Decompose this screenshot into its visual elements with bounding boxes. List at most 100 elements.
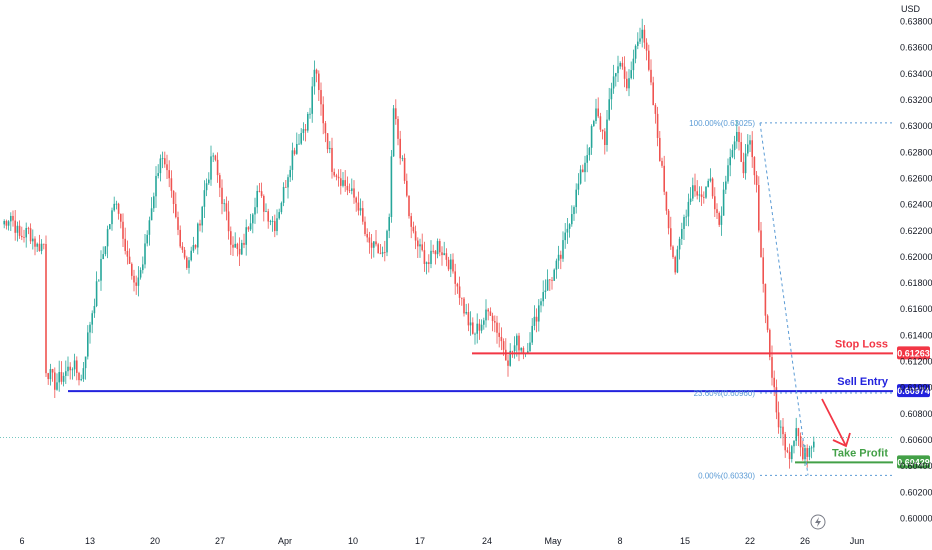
price-tick: 0.60200 <box>900 487 932 497</box>
candle-body <box>793 440 795 447</box>
candle-body <box>731 150 734 157</box>
candle-body <box>716 209 718 213</box>
candle-body <box>67 366 69 372</box>
candle-body <box>747 144 749 154</box>
candle-body <box>287 177 289 188</box>
candle-body <box>291 150 294 170</box>
candle-body <box>654 105 657 114</box>
candle-body <box>628 78 630 89</box>
candle-body <box>590 126 593 148</box>
candle-body <box>344 180 346 186</box>
candle-body <box>159 158 162 174</box>
candle-body <box>214 155 217 160</box>
candle-body <box>507 360 509 366</box>
candle-body <box>648 50 650 70</box>
candle-body <box>324 123 327 134</box>
candle-body <box>766 315 769 330</box>
candle-body <box>643 29 646 43</box>
candle-body <box>377 244 379 254</box>
candle-body <box>364 221 366 235</box>
candle-body <box>23 237 25 238</box>
candle-body <box>786 450 789 452</box>
candle-body <box>403 157 406 181</box>
candle-body <box>478 323 481 331</box>
candle-body <box>461 297 463 299</box>
candle-body <box>502 341 505 350</box>
price-tick: 0.60800 <box>900 409 932 419</box>
candle-body <box>98 280 100 282</box>
candle-body <box>736 131 738 142</box>
candle-body <box>483 320 485 325</box>
candle-body <box>311 86 313 114</box>
candle-body <box>274 221 276 232</box>
candle-body <box>619 62 621 67</box>
candle-body <box>678 238 681 250</box>
candle-body <box>38 243 41 251</box>
candle-body <box>595 108 597 121</box>
candle-body <box>496 322 498 333</box>
candle-body <box>720 215 723 225</box>
candle-body <box>586 155 588 163</box>
candle-body <box>351 188 353 191</box>
candle-body <box>447 259 450 270</box>
candle-body <box>593 120 595 127</box>
candle-body <box>315 69 318 74</box>
candle-body <box>714 196 716 210</box>
candle-body <box>425 262 428 264</box>
price-tick: 0.61400 <box>900 330 932 340</box>
price-tick: 0.61000 <box>900 383 932 393</box>
candle-body <box>302 129 305 134</box>
candle-body <box>161 158 164 160</box>
candle-body <box>452 259 454 272</box>
price-tick: 0.60000 <box>900 514 932 524</box>
candle-body <box>331 147 333 172</box>
candle-body <box>36 243 38 247</box>
candle-body <box>318 73 320 91</box>
candle-body <box>450 259 452 270</box>
price-tick: 0.62000 <box>900 252 932 262</box>
candle-body <box>58 372 60 383</box>
candle-body <box>509 350 511 366</box>
candle-body <box>707 180 709 187</box>
candle-body <box>722 189 725 216</box>
candle-body <box>696 191 698 196</box>
candle-body <box>641 29 643 39</box>
level-label: Take Profit <box>832 447 888 459</box>
candle-body <box>577 183 580 190</box>
candle-body <box>166 164 168 171</box>
candle-body <box>109 224 111 230</box>
candle-body <box>551 279 553 281</box>
candle-body <box>808 448 811 457</box>
candle-body <box>241 242 243 255</box>
time-tick: Jun <box>850 536 865 546</box>
candle-body <box>538 305 540 322</box>
candle-body <box>106 229 109 247</box>
candle-body <box>791 446 793 460</box>
candle-body <box>234 243 236 248</box>
candle-body <box>685 216 687 218</box>
price-tick: 0.60400 <box>900 461 932 471</box>
target-arrow-head <box>832 432 851 448</box>
candle-body <box>408 195 410 217</box>
candle-body <box>148 220 151 235</box>
candle-body <box>113 203 115 211</box>
candle-body <box>175 203 177 218</box>
candle-body <box>751 140 753 158</box>
candle-body <box>740 142 742 162</box>
candle-body <box>421 244 423 251</box>
price-tick: 0.62600 <box>900 173 932 183</box>
candle-body <box>205 183 208 191</box>
candle-body <box>227 211 230 232</box>
candle-body <box>313 69 316 87</box>
candle-body <box>711 178 714 197</box>
candle-body <box>520 348 522 351</box>
candle-body <box>10 215 12 222</box>
candle-body <box>434 251 437 255</box>
candle-body <box>65 371 67 376</box>
candle-body <box>221 187 223 204</box>
candle-body <box>615 73 617 77</box>
candle-body <box>348 190 351 191</box>
candle-body <box>384 252 386 253</box>
candle-body <box>491 315 494 322</box>
candle-body <box>555 260 558 270</box>
